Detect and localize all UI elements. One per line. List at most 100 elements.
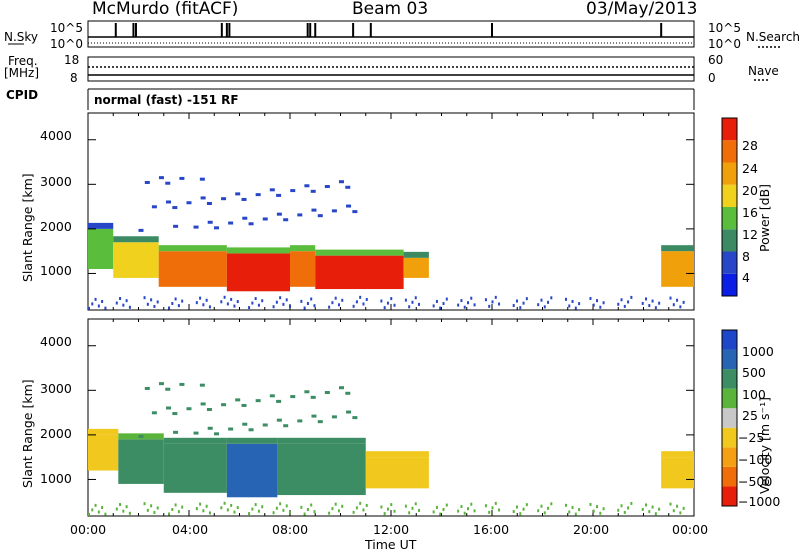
velocity-upper-echo	[338, 386, 344, 390]
power-band-edge	[88, 222, 114, 229]
power-speckle	[654, 306, 657, 310]
velocity-speckle	[679, 511, 682, 515]
power-speckle	[645, 297, 648, 301]
velocity-speckle	[651, 505, 654, 509]
power-speckle	[208, 305, 211, 309]
velocity-speckle	[589, 502, 592, 506]
power-upper-echo	[346, 204, 352, 208]
velocity-speckle	[623, 510, 626, 514]
power-speckle	[380, 299, 383, 303]
power-speckle	[223, 295, 226, 299]
velocity-upper-echo	[248, 428, 254, 432]
velocity-speckle	[310, 503, 313, 507]
power-upper-echo	[304, 184, 310, 188]
velocity-ytick-3000: 3000	[40, 381, 72, 396]
power-upper-echo	[199, 177, 205, 181]
velocity-speckle	[550, 502, 553, 506]
velocity-speckle	[328, 511, 331, 515]
power-speckle	[602, 301, 605, 305]
velocity-cbar-tick-100: 100	[742, 387, 766, 402]
power-speckle	[525, 297, 528, 301]
velocity-cbar-tick-m25: −25	[738, 430, 765, 445]
power-speckle	[251, 301, 254, 305]
power-speckle	[568, 304, 571, 308]
velocity-speckle	[682, 506, 685, 510]
power-speckle	[589, 296, 592, 300]
velocity-band	[661, 457, 694, 489]
power-upper-echo	[317, 214, 323, 218]
power-speckle	[463, 305, 466, 309]
power-speckle	[473, 303, 476, 307]
power-band	[315, 255, 404, 290]
velocity-speckle	[393, 509, 396, 513]
power-speckle	[306, 302, 309, 306]
power-colorbar-segment	[722, 207, 737, 230]
power-speckle	[432, 304, 435, 308]
velocity-speckle	[199, 502, 202, 506]
power-cbar-tick-24: 24	[742, 161, 758, 176]
velocity-speckle	[150, 504, 153, 508]
velocity-speckle	[156, 506, 159, 510]
power-speckle	[177, 304, 180, 308]
power-speckle	[156, 300, 159, 304]
power-band	[403, 257, 429, 278]
velocity-speckle	[547, 506, 550, 510]
power-upper-echo	[311, 208, 317, 212]
power-colorbar-segment	[722, 140, 737, 163]
power-upper-echo	[352, 210, 358, 214]
velocity-band	[163, 443, 227, 493]
cpid-label: CPID	[6, 88, 39, 102]
power-speckle	[334, 296, 337, 300]
velocity-speckle	[119, 503, 122, 507]
power-upper-echo	[331, 209, 337, 213]
velocity-speckle	[654, 512, 657, 516]
power-speckle	[248, 306, 251, 310]
noise-tick-right-high: 10^5	[708, 21, 741, 35]
velocity-upper-echo	[151, 411, 157, 415]
velocity-speckle	[442, 508, 445, 512]
velocity-cbar-tick-1000: 1000	[742, 344, 774, 359]
velocity-upper-echo	[166, 406, 172, 410]
power-band-edge	[113, 236, 159, 243]
velocity-speckle	[568, 510, 571, 514]
nsearch-label: N.Search	[746, 30, 800, 44]
power-speckle	[617, 302, 620, 306]
velocity-speckle	[543, 511, 546, 515]
velocity-upper-echo	[262, 423, 268, 427]
velocity-speckle	[208, 511, 211, 515]
velocity-speckle	[596, 505, 599, 509]
velocity-speckle	[365, 503, 368, 507]
power-speckle	[564, 297, 567, 301]
nsky-label: N.Sky	[4, 30, 39, 44]
velocity-speckle	[383, 512, 386, 516]
power-upper-echo	[193, 225, 199, 229]
velocity-speckle	[498, 508, 501, 512]
power-speckle	[439, 306, 442, 310]
velocity-band-edge	[365, 451, 429, 458]
power-band	[158, 251, 227, 287]
velocity-upper-echo	[235, 398, 241, 402]
nave-tick-high: 60	[708, 53, 724, 67]
velocity-speckle	[435, 505, 438, 509]
power-speckle	[571, 299, 574, 303]
power-speckle	[484, 298, 487, 302]
power-upper-echo	[221, 197, 227, 201]
power-speckle	[288, 305, 291, 309]
power-speckle	[310, 297, 313, 301]
velocity-speckle	[641, 507, 644, 511]
freq-tick-low: 8	[70, 71, 78, 85]
velocity-upper-echo	[331, 415, 337, 419]
velocity-speckle	[676, 504, 679, 508]
power-speckle	[365, 297, 368, 301]
velocity-speckle	[233, 510, 236, 514]
velocity-colorbar-segment	[722, 466, 737, 487]
velocity-speckle	[380, 505, 383, 509]
power-upper-echo	[138, 228, 144, 232]
power-speckle	[104, 306, 107, 310]
power-speckle	[226, 302, 229, 306]
velocity-band-edge	[88, 428, 119, 435]
velocity-upper-echo	[311, 414, 317, 418]
velocity-speckle	[146, 508, 149, 512]
xtick-1200: 12:00	[373, 522, 410, 537]
